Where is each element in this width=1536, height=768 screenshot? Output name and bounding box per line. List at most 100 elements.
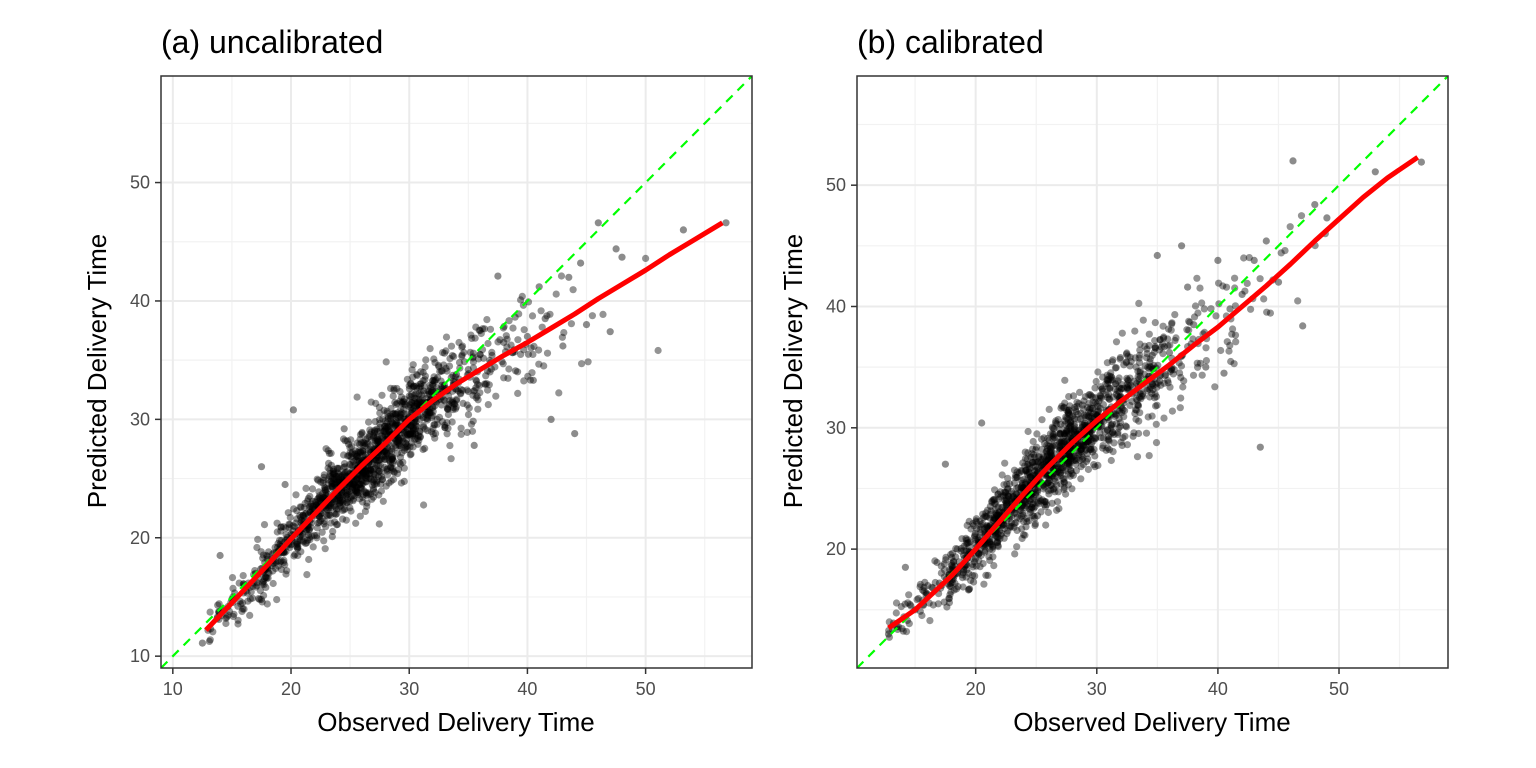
scatter-point xyxy=(994,534,1002,542)
scatter-point xyxy=(344,468,352,476)
scatter-point xyxy=(361,451,369,459)
scatter-point xyxy=(962,536,971,544)
scatter-point xyxy=(371,427,379,436)
scatter-point xyxy=(969,563,977,571)
scatter-point xyxy=(1021,448,1029,456)
scatter-point xyxy=(486,368,494,376)
scatter-point-outlier xyxy=(429,403,437,412)
scatter-point-outlier xyxy=(618,253,626,261)
scatter-point xyxy=(373,478,381,486)
scatter-point-outlier xyxy=(529,376,537,384)
scatter-point xyxy=(442,347,450,355)
scatter-point xyxy=(388,421,396,429)
scatter-point xyxy=(312,501,320,509)
scatter-point xyxy=(449,371,457,379)
scatter-point xyxy=(1114,392,1122,400)
scatter-point xyxy=(406,451,414,459)
scatter-point xyxy=(330,470,338,478)
scatter-point xyxy=(458,352,466,360)
scatter-point xyxy=(353,439,361,447)
scatter-point-outlier xyxy=(571,430,579,438)
scatter-point xyxy=(277,536,285,545)
scatter-point xyxy=(314,519,322,527)
scatter-point xyxy=(948,553,956,562)
scatter-point xyxy=(350,480,358,488)
scatter-point xyxy=(332,510,340,518)
scatter-point xyxy=(1256,275,1264,283)
scatter-point xyxy=(1038,435,1046,443)
scatter-point xyxy=(346,504,354,512)
scatter-point xyxy=(524,298,533,306)
scatter-point xyxy=(517,350,525,358)
scatter-point xyxy=(362,474,370,482)
scatter-point xyxy=(1294,297,1302,305)
scatter-point xyxy=(414,440,422,448)
scatter-point xyxy=(412,435,420,443)
scatter-point xyxy=(1077,475,1085,483)
scatter-point xyxy=(396,397,404,405)
scatter-point xyxy=(297,548,305,556)
scatter-point xyxy=(420,387,428,395)
scatter-point xyxy=(407,422,415,430)
scatter-point xyxy=(1091,435,1100,443)
scatter-point xyxy=(1119,434,1127,442)
scatter-point xyxy=(1002,501,1011,509)
scatter-point xyxy=(426,390,434,398)
scatter-point xyxy=(352,483,360,491)
scatter-point xyxy=(1122,423,1131,431)
scatter-point xyxy=(407,404,415,412)
scatter-point-outlier xyxy=(1256,443,1264,451)
scatter-point xyxy=(456,389,464,397)
scatter-point xyxy=(392,410,400,418)
scatter-point xyxy=(1058,402,1066,410)
scatter-point xyxy=(1029,445,1037,453)
scatter-point xyxy=(1034,458,1042,466)
scatter-point xyxy=(386,459,394,467)
x-tick-label: 30 xyxy=(399,679,419,699)
scatter-point xyxy=(315,518,323,527)
scatter-point xyxy=(1231,331,1240,339)
scatter-point xyxy=(1227,357,1235,366)
scatter-point xyxy=(424,407,432,415)
scatter-point xyxy=(353,393,361,401)
scatter-point xyxy=(1105,391,1113,399)
scatter-point xyxy=(385,422,393,431)
scatter-point xyxy=(276,558,284,566)
scatter-point xyxy=(1060,484,1068,492)
scatter-point xyxy=(376,427,384,435)
scatter-point xyxy=(265,569,273,577)
scatter-point xyxy=(318,514,326,523)
scatter-point xyxy=(946,566,954,574)
scatter-point xyxy=(354,491,362,499)
scatter-point xyxy=(584,358,592,366)
scatter-point xyxy=(299,537,307,545)
scatter-point xyxy=(396,460,405,468)
scatter-point xyxy=(1222,283,1231,291)
scatter-point xyxy=(416,395,424,404)
scatter-point xyxy=(404,426,412,434)
scatter-point xyxy=(1048,499,1056,507)
scatter-point xyxy=(1013,484,1021,492)
scatter-point xyxy=(409,424,417,432)
scatter-point xyxy=(384,413,392,421)
scatter-point xyxy=(962,547,970,555)
scatter-point xyxy=(391,422,399,430)
scatter-point xyxy=(1065,460,1073,468)
scatter-point xyxy=(1108,376,1116,384)
scatter-point xyxy=(1120,361,1128,369)
scatter-point xyxy=(258,598,266,606)
scatter-point xyxy=(423,414,431,422)
scatter-point xyxy=(1050,430,1058,438)
scatter-point xyxy=(360,487,368,495)
scatter-point xyxy=(410,397,418,405)
scatter-point xyxy=(970,522,978,530)
scatter-point xyxy=(394,414,402,422)
scatter-point xyxy=(378,475,387,484)
scatter-point xyxy=(339,492,347,500)
scatter-point xyxy=(407,422,415,430)
scatter-point xyxy=(1059,456,1067,464)
scatter-point xyxy=(958,535,966,543)
scatter-point xyxy=(975,550,983,558)
scatter-point xyxy=(253,543,261,552)
scatter-point xyxy=(279,523,288,531)
